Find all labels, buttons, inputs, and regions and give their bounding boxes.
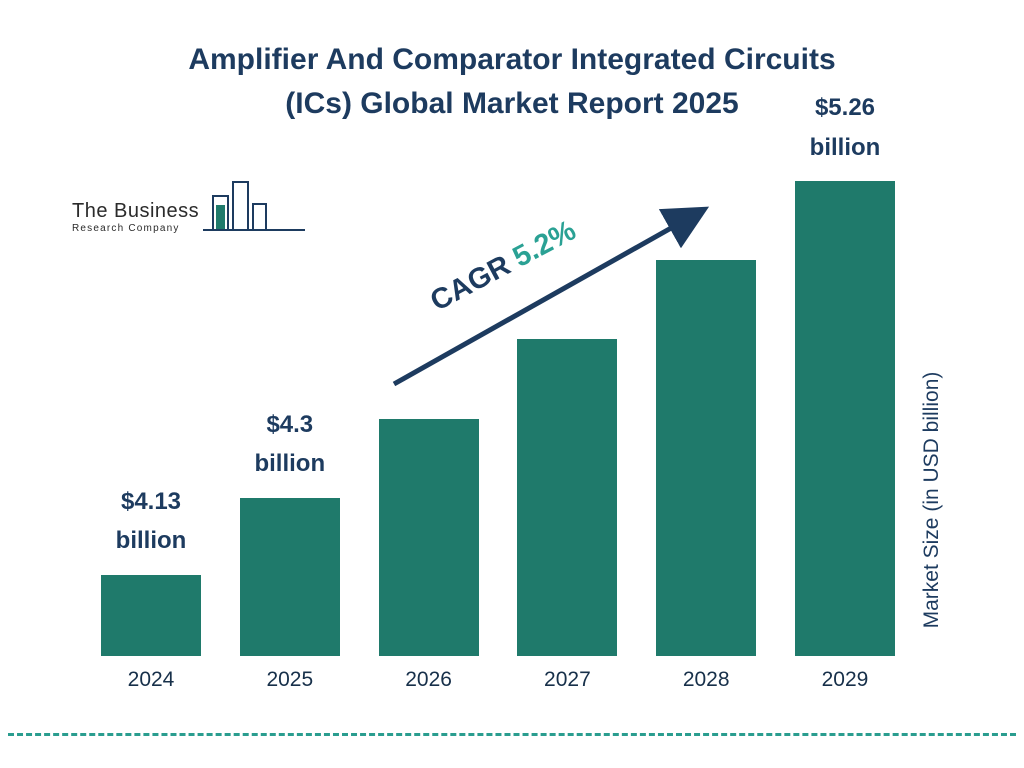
year-label-2024: 2024 xyxy=(127,668,175,691)
bar-column-2026: 2026 xyxy=(373,88,485,694)
bar-chart-logo-icon xyxy=(203,181,306,231)
page-title-line2: (ICs) Global Market Report 2025 xyxy=(285,86,739,120)
year-label-2025: 2025 xyxy=(266,668,314,691)
cagr-trend-arrow xyxy=(392,206,710,387)
page-title: Amplifier And Comparator Integrated Circ… xyxy=(0,38,1024,125)
company-logo-text: The Business Research Company xyxy=(72,200,199,242)
year-label-2027: 2027 xyxy=(544,668,591,691)
company-logo-subtitle: Research Company xyxy=(72,223,180,234)
value-label-2029: $5.26 billion xyxy=(809,94,881,161)
bar-column-2028: 2028 xyxy=(650,88,762,694)
bar-2029 xyxy=(794,181,895,657)
year-label-2028: 2028 xyxy=(682,668,730,691)
bar-column-2029: $5.26 billion 2029 xyxy=(789,88,901,694)
value-label-2024: $4.13 billion xyxy=(115,487,187,555)
bar-2028 xyxy=(656,260,757,656)
bar-2025 xyxy=(239,498,340,656)
value-label-2025: $4.3 billion xyxy=(254,410,326,478)
year-label-2026: 2026 xyxy=(405,668,452,691)
y-axis-label: Market Size (in USD billion) xyxy=(920,371,943,629)
bar-2024 xyxy=(101,575,201,656)
company-logo: The Business Research Company xyxy=(72,178,307,242)
bar-column-2027: 2027 xyxy=(511,88,623,694)
bar-2026 xyxy=(378,419,479,656)
year-label-2029: 2029 xyxy=(821,668,869,692)
bar-chart: $4.13 billion 2024 $4.3 billion 2025 2026 2027 2… xyxy=(95,88,901,694)
page-title-line1: Amplifier And Comparator Integrated Circ… xyxy=(188,43,836,76)
bar-2027 xyxy=(517,339,618,656)
bar-column-2025: $4.3 billion 2025 xyxy=(234,88,346,694)
bottom-dashed-divider xyxy=(8,733,1016,736)
company-logo-name: The Business xyxy=(72,200,200,222)
bar-column-2024: $4.13 billion 2024 xyxy=(95,88,207,694)
